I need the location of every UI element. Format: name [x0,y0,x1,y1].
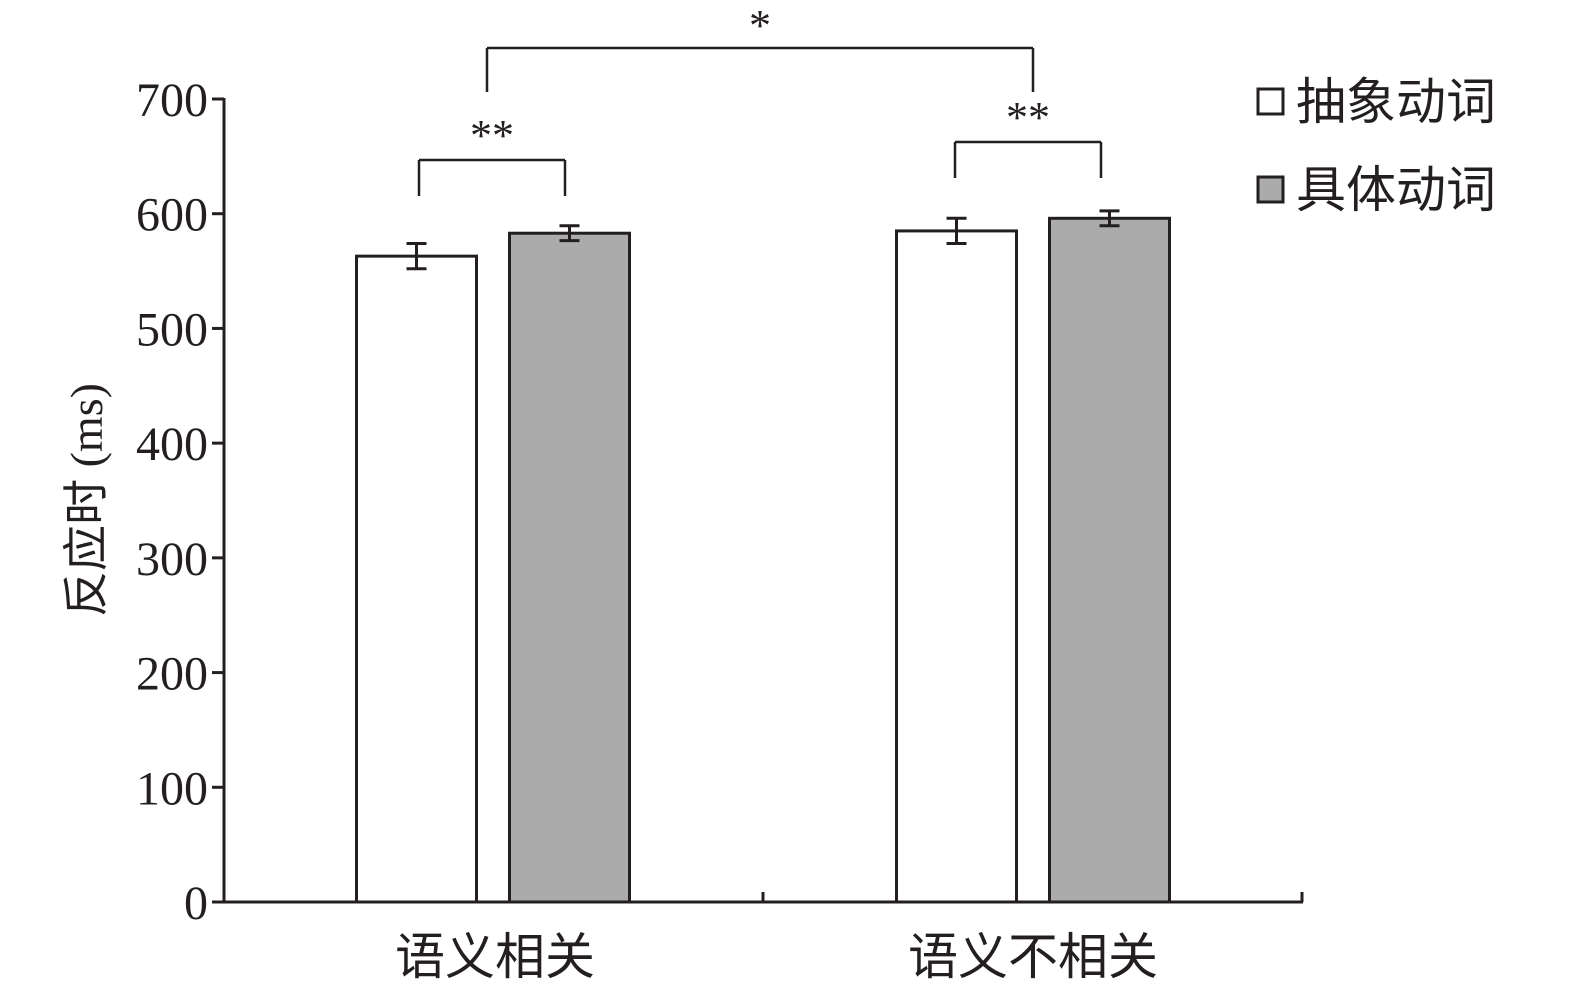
legend-label: 具体动词 [1296,162,1496,218]
bar [355,254,478,904]
bar [895,229,1018,904]
y-tick-label: 200 [136,648,208,701]
y-tick-label: 300 [136,533,208,586]
significance-label: * [749,1,771,50]
legend-swatch [1256,87,1285,116]
legend-label: 抽象动词 [1296,74,1496,130]
y-axis-label: 反应时 (ms) [61,383,112,617]
bar [508,231,631,904]
y-tick-label: 400 [136,418,208,471]
x-tick-label: 语义相关 [395,929,595,985]
y-tick-label: 0 [184,877,208,930]
y-tick-label: 100 [136,762,208,815]
x-tick-label: 语义不相关 [908,929,1158,985]
significance-label: ** [470,111,514,160]
significance-label: ** [1006,93,1050,142]
y-tick-label: 500 [136,303,208,356]
bar [1048,216,1171,904]
legend-swatch [1256,175,1285,204]
y-tick-label: 600 [136,189,208,242]
y-tick-label: 700 [136,74,208,127]
